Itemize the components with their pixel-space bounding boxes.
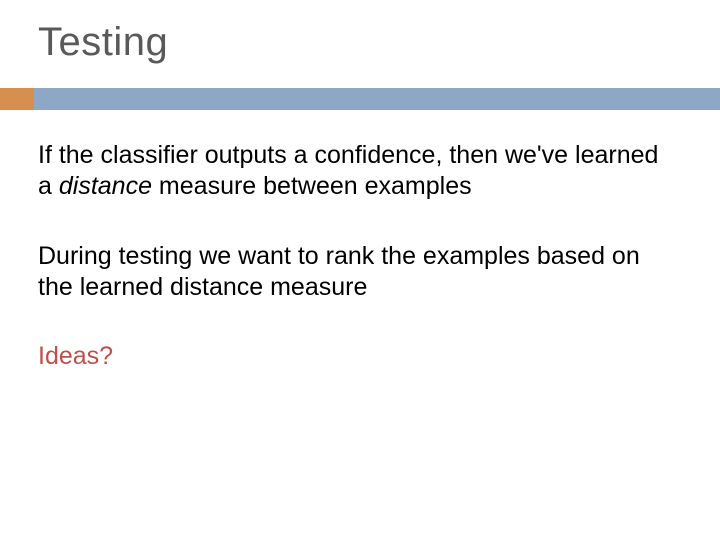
main-bar — [34, 88, 720, 110]
para1-post: measure between examples — [152, 172, 472, 200]
paragraph-1: If the classifier outputs a confidence, … — [38, 140, 660, 201]
ideas-prompt: Ideas? — [38, 342, 660, 371]
accent-bar — [0, 88, 34, 110]
content-area: If the classifier outputs a confidence, … — [38, 140, 660, 371]
divider-bar — [0, 88, 720, 110]
slide-title: Testing — [38, 20, 168, 65]
paragraph-2: During testing we want to rank the examp… — [38, 241, 660, 302]
slide: Testing If the classifier outputs a conf… — [0, 0, 720, 540]
para1-italic: distance — [59, 172, 152, 200]
